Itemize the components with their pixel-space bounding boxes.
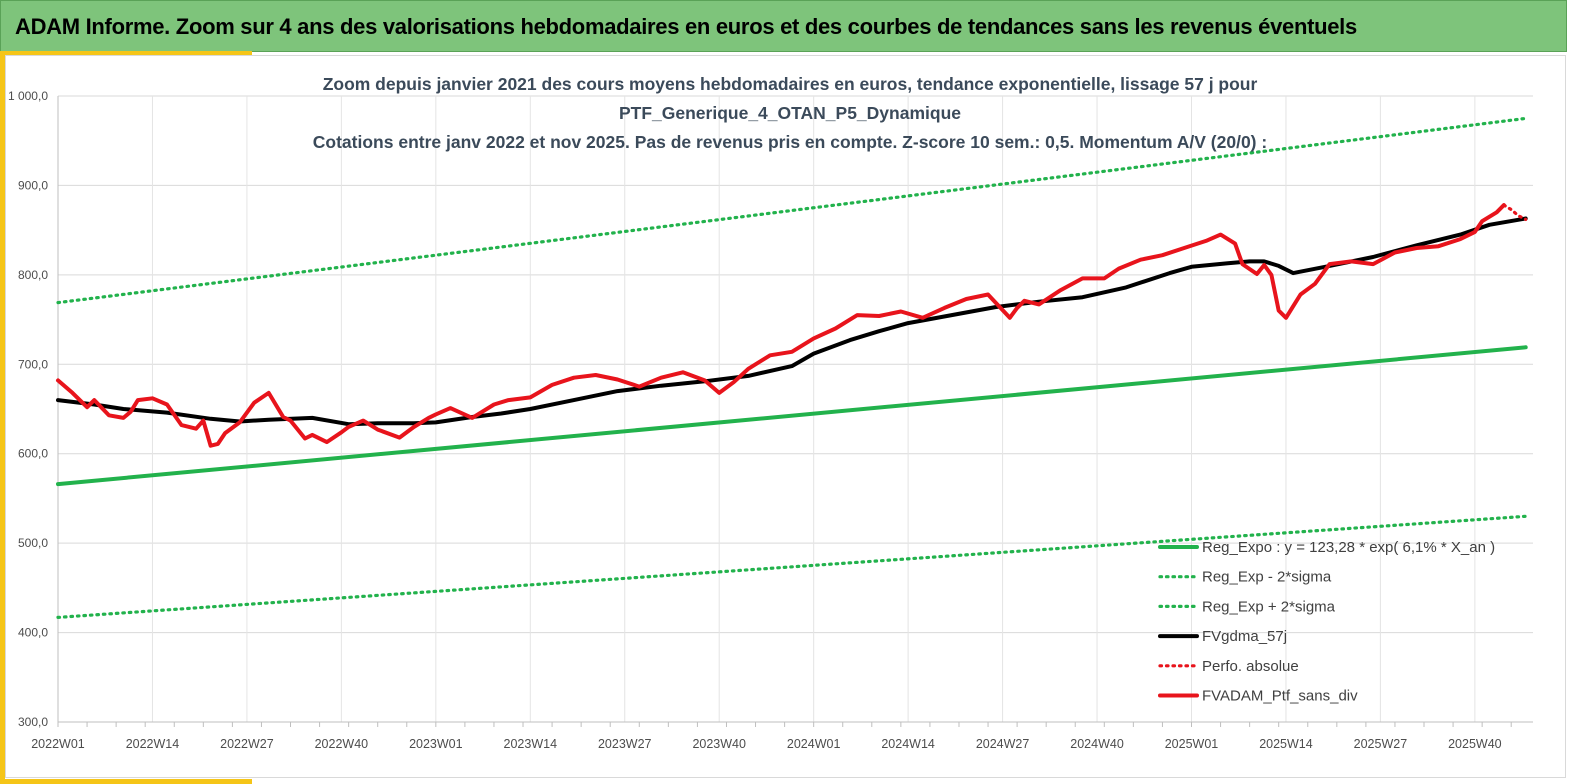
y-tick-label: 700,0: [18, 357, 48, 371]
x-tick-label: 2022W40: [315, 737, 369, 751]
legend-label: FVgdma_57j: [1202, 628, 1287, 645]
chart-title: Zoom depuis janvier 2021 des cours moyen…: [130, 70, 1450, 157]
x-tick-label: 2022W27: [220, 737, 274, 751]
x-tick-label: 2023W27: [598, 737, 652, 751]
header-band: ADAM Informe. Zoom sur 4 ans des valoris…: [0, 0, 1567, 52]
y-tick-label: 600,0: [18, 447, 48, 461]
legend-label: Reg_Exp + 2*sigma: [1202, 598, 1336, 615]
x-tick-label: 2024W27: [976, 737, 1030, 751]
x-tick-label: 2023W40: [692, 737, 746, 751]
chart-title-line-3: Cotations entre janv 2022 et nov 2025. P…: [312, 132, 1268, 152]
series-line-fvadam-ptf-sans-div: [56, 203, 1506, 448]
series-line-reg-expo-y-123-28-exp-6-1-x-an: [56, 345, 1528, 487]
series-line-perfo-absolue: [1502, 203, 1528, 221]
y-tick-label: 300,0: [18, 715, 48, 729]
legend-label: Reg_Exp - 2*sigma: [1202, 569, 1332, 586]
x-tick-label: 2025W40: [1448, 737, 1502, 751]
chart-title-line-2: PTF_Generique_4_OTAN_P5_Dynamique: [618, 103, 961, 123]
y-tick-label: 400,0: [18, 626, 48, 640]
accent-bar-left: [0, 51, 5, 784]
series-line-reg-exp-2-sigma: [56, 116, 1528, 305]
chart-axes: 300,0 400,0 500,0 600,0 700,0 800,0 900,0 1 000…: [8, 89, 1533, 751]
x-tick-label: 2024W40: [1070, 737, 1124, 751]
page-title: ADAM Informe. Zoom sur 4 ans des valoris…: [15, 14, 1357, 39]
chart-title-line-1: Zoom depuis janvier 2021 des cours moyen…: [322, 74, 1258, 94]
x-tick-label: 2023W01: [409, 737, 463, 751]
x-tick-label: 2022W14: [126, 737, 180, 751]
chart-legend: Reg_Expo : y = 123,28 * exp( 6,1% * X_an…: [1158, 539, 1495, 705]
y-tick-label: 800,0: [18, 268, 48, 282]
series-line-reg-exp-2-sigma: [56, 514, 1528, 620]
y-tick-label: 1 000,0: [8, 89, 48, 103]
x-tick-label: 2023W14: [504, 737, 558, 751]
x-tick-label: 2025W01: [1165, 737, 1219, 751]
series-line-fvgdma-57j: [56, 216, 1528, 427]
x-tick-label: 2024W01: [787, 737, 841, 751]
x-tick-label: 2024W14: [881, 737, 935, 751]
legend-label: Reg_Expo : y = 123,28 * exp( 6,1% * X_an…: [1202, 539, 1495, 556]
x-tick-label: 2025W27: [1354, 737, 1408, 751]
y-tick-label: 900,0: [18, 178, 48, 192]
x-tick-label: 2022W01: [31, 737, 85, 751]
legend-label: Perfo. absolue: [1202, 658, 1299, 675]
accent-bar-top: [0, 51, 252, 55]
chart-series: [56, 116, 1528, 620]
y-tick-label: 500,0: [18, 536, 48, 550]
accent-bar-bottom: [0, 779, 252, 784]
legend-label: FVADAM_Ptf_sans_div: [1202, 688, 1358, 705]
x-tick-label: 2025W14: [1259, 737, 1313, 751]
